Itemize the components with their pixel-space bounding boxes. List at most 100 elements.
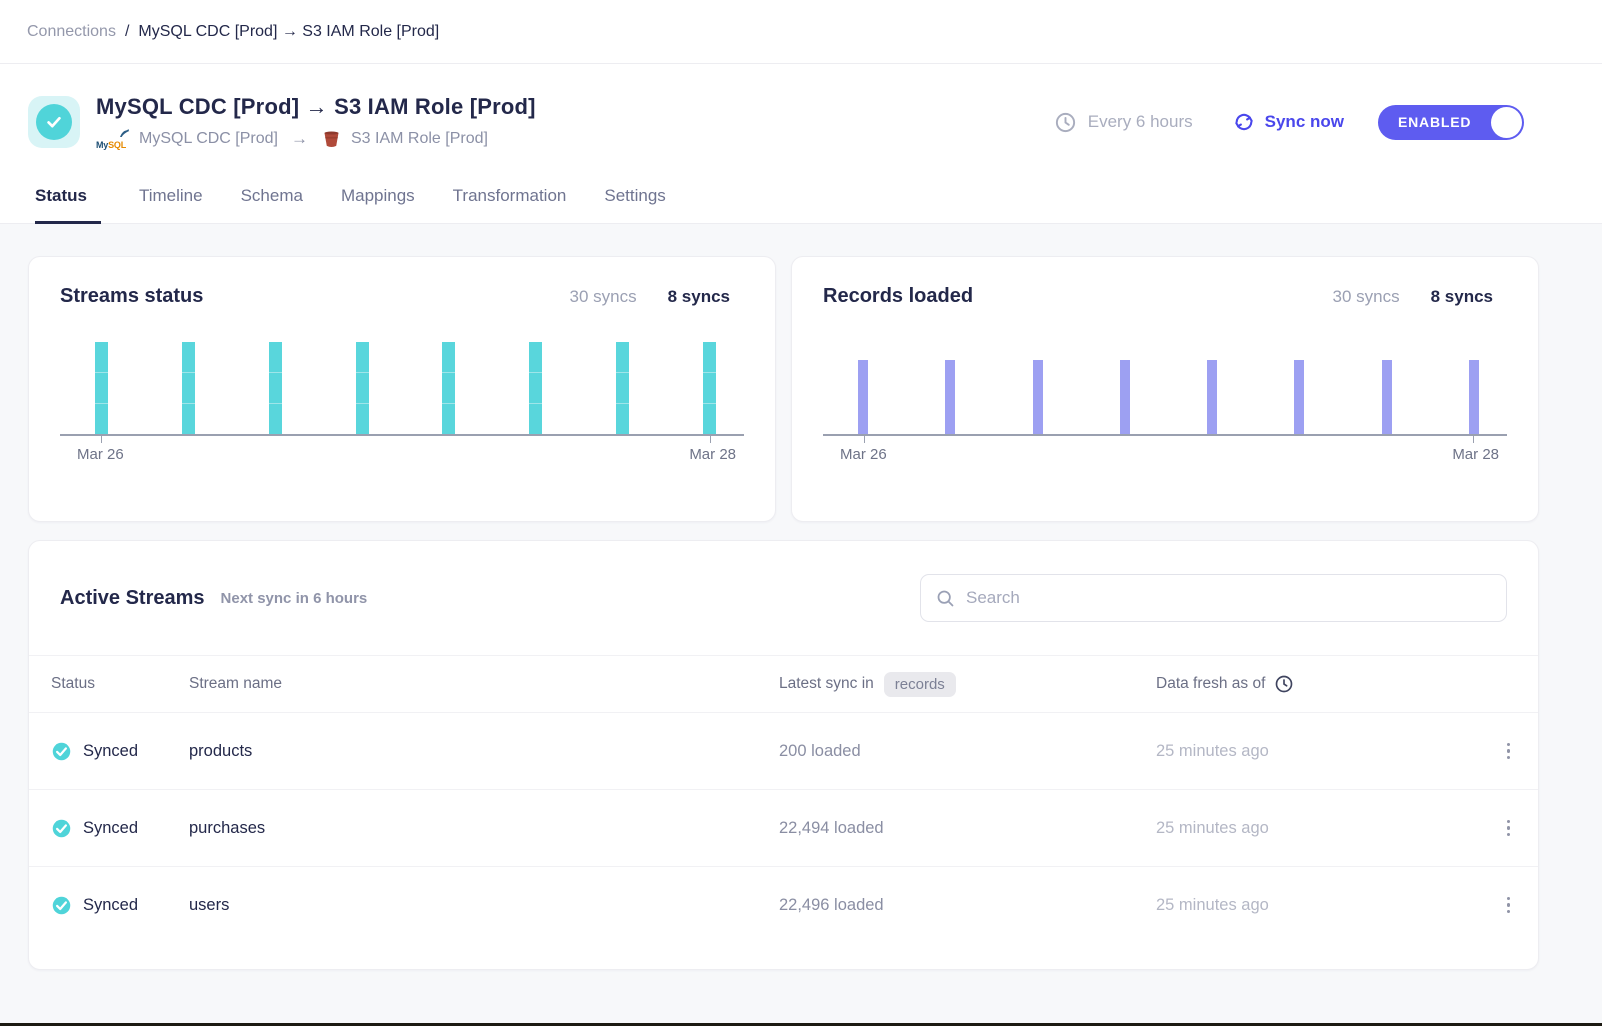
table-row[interactable]: Synced users 22,496 loaded 25 minutes ag… xyxy=(29,866,1538,943)
search-icon xyxy=(935,588,956,609)
chart-bar[interactable] xyxy=(1032,360,1043,434)
row-menu-button[interactable] xyxy=(1501,891,1517,920)
enabled-toggle-label: ENABLED xyxy=(1398,114,1472,130)
chart-bar[interactable] xyxy=(1381,360,1392,434)
records-loaded-value: 22,496 loaded xyxy=(779,895,884,914)
sync-now-label: Sync now xyxy=(1264,112,1344,131)
sync-icon xyxy=(1233,111,1255,133)
synced-check-icon xyxy=(52,742,71,760)
active-streams-card: Active Streams Next sync in 6 hours Stat… xyxy=(28,540,1539,970)
synced-check-icon xyxy=(52,819,71,837)
bottom-edge-strip xyxy=(0,1023,1602,1026)
records-legend-total[interactable]: 30 syncs xyxy=(1332,287,1400,306)
col-stream-name: Stream name xyxy=(189,675,283,692)
tab-transformation[interactable]: Transformation xyxy=(452,186,567,205)
records-loaded-value: 200 loaded xyxy=(779,741,861,760)
mysql-wordmark-sql: SQL xyxy=(108,140,127,150)
s3-bucket-icon xyxy=(321,129,342,150)
toggle-knob xyxy=(1491,106,1522,138)
clock-icon xyxy=(1054,111,1077,134)
next-sync-label: Next sync in 6 hours xyxy=(220,589,368,607)
row-status: Synced xyxy=(83,741,139,760)
synced-check-icon xyxy=(52,896,71,914)
chart-bar[interactable] xyxy=(945,360,956,434)
col-data-fresh: Data fresh as of xyxy=(1156,675,1266,692)
x-tick-last xyxy=(1473,436,1474,443)
x-tick-first xyxy=(101,436,102,443)
tab-status[interactable]: Status xyxy=(35,176,101,224)
breadcrumb-separator: / xyxy=(124,22,130,40)
records-loaded-value: 22,494 loaded xyxy=(779,818,884,837)
streams-status-title: Streams status xyxy=(60,285,204,307)
schedule-label: Every 6 hours xyxy=(1087,112,1193,131)
records-loaded-title: Records loaded xyxy=(823,285,974,307)
chart-bar[interactable] xyxy=(858,360,868,434)
chart-bar[interactable] xyxy=(702,342,716,435)
chart-bar[interactable] xyxy=(442,342,456,435)
check-circle-icon xyxy=(36,104,72,140)
tab-settings[interactable]: Settings xyxy=(604,186,666,205)
breadcrumb-current: MySQL CDC [Prod] → S3 IAM Role [Prod] xyxy=(138,22,440,40)
x-axis xyxy=(823,434,1507,436)
stream-name: purchases xyxy=(189,818,266,837)
x-tick-last xyxy=(710,436,711,443)
mysql-wordmark-my: My xyxy=(96,140,109,150)
streams-legend-recent[interactable]: 8 syncs xyxy=(667,287,730,306)
row-status: Synced xyxy=(83,895,139,914)
stream-name: users xyxy=(189,895,230,914)
tab-mappings[interactable]: Mappings xyxy=(340,186,415,205)
chart-bar[interactable] xyxy=(1119,360,1130,434)
x-tick-label-last: Mar 28 xyxy=(1452,446,1499,463)
tab-timeline[interactable]: Timeline xyxy=(138,186,203,205)
records-unit-badge[interactable]: records xyxy=(883,671,956,697)
streams-status-card: Streams status 30 syncs 8 syncs Mar 26 M… xyxy=(28,256,776,522)
x-tick-first xyxy=(864,436,865,443)
streams-status-chart: Mar 26 Mar 28 xyxy=(60,342,744,472)
row-status: Synced xyxy=(83,818,139,837)
data-fresh-value: 25 minutes ago xyxy=(1156,741,1269,760)
mysql-icon: MySQL xyxy=(96,128,130,150)
data-fresh-value: 25 minutes ago xyxy=(1156,895,1269,914)
chart-bar[interactable] xyxy=(1294,360,1305,434)
chart-bar[interactable] xyxy=(1468,360,1479,434)
breadcrumb-connections-link[interactable]: Connections xyxy=(27,22,116,40)
table-row[interactable]: Synced products 200 loaded 25 minutes ag… xyxy=(29,712,1538,789)
x-axis xyxy=(60,434,744,436)
active-streams-title: Active Streams xyxy=(60,586,205,609)
chart-bar[interactable] xyxy=(616,342,630,435)
records-loaded-card: Records loaded 30 syncs 8 syncs Mar 26 M… xyxy=(791,256,1539,522)
chart-bar[interactable] xyxy=(95,342,108,435)
chart-bar[interactable] xyxy=(355,342,369,435)
chart-bar[interactable] xyxy=(181,342,195,435)
streams-legend-total[interactable]: 30 syncs xyxy=(569,287,637,306)
data-fresh-value: 25 minutes ago xyxy=(1156,818,1269,837)
breadcrumb: Connections / MySQL CDC [Prod] → S3 IAM … xyxy=(0,0,1602,64)
x-tick-label-first: Mar 26 xyxy=(840,446,887,463)
x-tick-label-last: Mar 28 xyxy=(689,446,736,463)
destination-name: S3 IAM Role [Prod] xyxy=(351,130,488,147)
x-tick-label-first: Mar 26 xyxy=(77,446,124,463)
table-header-row: Status Stream name Latest sync in record… xyxy=(29,655,1538,712)
records-legend-recent[interactable]: 8 syncs xyxy=(1430,287,1493,306)
chart-bar[interactable] xyxy=(1207,360,1218,434)
enabled-toggle[interactable]: ENABLED xyxy=(1378,104,1524,140)
sync-schedule: Every 6 hours xyxy=(1054,111,1193,134)
page-title: MySQL CDC [Prod] → S3 IAM Role [Prod] xyxy=(96,94,536,119)
row-menu-button[interactable] xyxy=(1501,737,1517,766)
search-input[interactable] xyxy=(966,588,1492,608)
chart-bar[interactable] xyxy=(268,342,282,435)
clock-icon xyxy=(1274,674,1294,694)
tab-bar: Status Timeline Schema Mappings Transfor… xyxy=(0,176,1602,224)
stream-search[interactable] xyxy=(920,574,1507,622)
sync-now-button[interactable]: Sync now xyxy=(1233,111,1344,133)
records-loaded-chart: Mar 26 Mar 28 xyxy=(823,342,1507,472)
connector-arrow: → xyxy=(291,129,308,148)
source-name: MySQL CDC [Prod] xyxy=(139,130,278,147)
chart-bar[interactable] xyxy=(529,342,543,435)
table-row[interactable]: Synced purchases 22,494 loaded 25 minute… xyxy=(29,789,1538,866)
col-status: Status xyxy=(51,675,95,692)
stream-name: products xyxy=(189,741,253,760)
row-menu-button[interactable] xyxy=(1501,814,1517,843)
tab-schema[interactable]: Schema xyxy=(240,186,303,205)
connection-status-avatar xyxy=(28,96,80,148)
